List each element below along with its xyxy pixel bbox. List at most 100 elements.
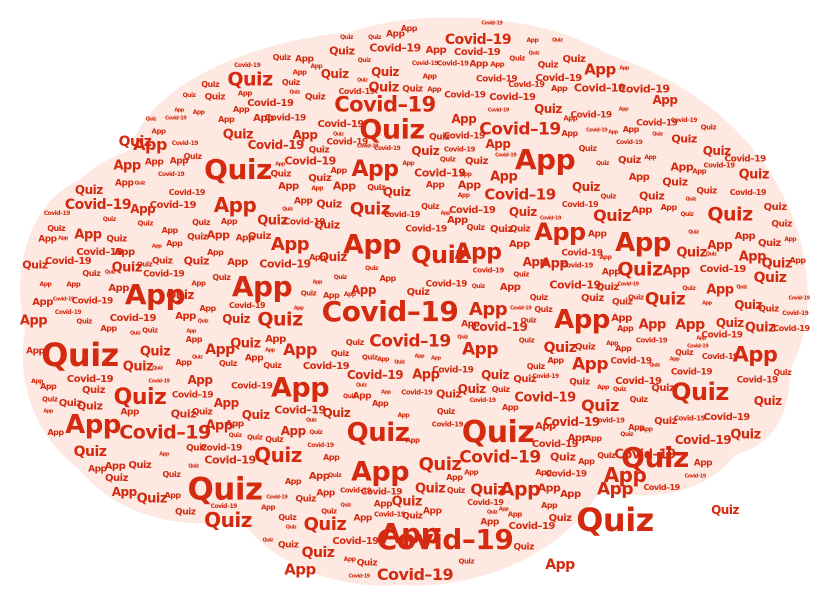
- filler-word: App: [547, 356, 564, 366]
- filler-word: App: [207, 247, 224, 257]
- filler-word: App: [628, 422, 645, 432]
- filler-word: App: [601, 267, 621, 278]
- filler-word: Covid–19: [573, 81, 626, 95]
- filler-word: Covid–19: [782, 310, 809, 318]
- filler-word: Covid–19: [383, 210, 421, 219]
- filler-word: App: [412, 367, 440, 383]
- filler-word: Quiz: [104, 269, 116, 276]
- filler-word: Covid–19: [701, 351, 739, 361]
- filler-word: Quiz: [136, 260, 153, 269]
- filler-word: App: [352, 391, 372, 402]
- filler-word: App: [308, 470, 330, 482]
- filler-word: Covid–19: [510, 305, 532, 312]
- filler-word: Quiz: [309, 429, 323, 437]
- filler-word: Quiz: [520, 316, 537, 325]
- word-covid-19: Covid–19: [369, 41, 421, 55]
- filler-word: Covid–19: [539, 215, 562, 222]
- word-quiz: Quiz: [711, 503, 739, 517]
- filler-word: Quiz: [671, 132, 697, 146]
- filler-word: Covid–19: [76, 247, 123, 259]
- filler-word: Covid–19: [561, 248, 603, 259]
- filler-word: Quiz: [612, 385, 626, 393]
- word-quiz: Quiz: [113, 385, 167, 410]
- filler-word: App: [551, 83, 568, 93]
- filler-word: Quiz: [436, 407, 455, 417]
- word-quiz: Quiz: [73, 444, 107, 460]
- filler-word: Covid–19: [431, 420, 464, 429]
- filler-word: Covid–19: [508, 79, 545, 89]
- filler-word: Covid–19: [247, 97, 294, 109]
- filler-word: App: [265, 347, 275, 354]
- filler-word: App: [353, 513, 373, 524]
- filler-word: Quiz: [571, 180, 600, 195]
- filler-word: Covid–19: [643, 482, 681, 492]
- filler-word: Quiz: [391, 494, 423, 510]
- filler-word: Covid–19: [636, 118, 678, 129]
- filler-word: Covid–19: [736, 375, 779, 386]
- filler-word: Quiz: [106, 234, 127, 245]
- filler-word: App: [386, 29, 405, 40]
- filler-word: Quiz: [685, 196, 697, 203]
- filler-word: App: [330, 165, 348, 175]
- filler-word: App: [261, 503, 276, 512]
- filler-word: App: [560, 489, 581, 501]
- filler-word: App: [151, 243, 162, 250]
- filler-word: App: [205, 418, 233, 434]
- word-app: App: [124, 278, 186, 311]
- filler-word: Quiz: [534, 305, 553, 315]
- filler-word: Quiz: [562, 54, 586, 66]
- filler-word: Quiz: [357, 56, 371, 64]
- filler-word: Covid–19: [405, 224, 447, 235]
- filler-word: Covid–19: [283, 217, 326, 228]
- filler-word: Quiz: [382, 185, 411, 200]
- filler-word: Covid–19: [489, 91, 536, 103]
- filler-word: Quiz: [509, 54, 525, 63]
- filler-word: Quiz: [204, 92, 226, 103]
- filler-word: App: [213, 395, 239, 410]
- word-quiz: Quiz: [41, 336, 119, 374]
- filler-word: Quiz: [218, 359, 237, 369]
- filler-word: Covid–19: [374, 145, 401, 153]
- filler-word: App: [619, 65, 629, 72]
- filler-word: App: [191, 279, 206, 288]
- filler-word: Covid–19: [332, 535, 379, 547]
- filler-word: Quiz: [548, 512, 572, 524]
- filler-word: Quiz: [186, 443, 207, 454]
- filler-word: Quiz: [142, 326, 158, 335]
- filler-word: App: [292, 68, 307, 77]
- filler-word: Quiz: [82, 268, 101, 278]
- filler-word: Covid–19: [561, 200, 599, 210]
- word-quiz: Quiz: [581, 396, 619, 415]
- filler-word: Covid–19: [171, 140, 199, 148]
- filler-word: Covid–19: [610, 356, 652, 367]
- filler-word: Quiz: [175, 507, 196, 518]
- filler-word: Covid–19: [231, 381, 273, 392]
- filler-word: App: [425, 180, 445, 191]
- filler-word: App: [499, 282, 521, 294]
- filler-word: App: [58, 235, 68, 242]
- filler-word: App: [480, 517, 499, 528]
- filler-word: Quiz: [611, 297, 633, 308]
- filler-word: Quiz: [446, 485, 465, 495]
- brain-shape: [20, 17, 808, 586]
- filler-word: Covid–19: [487, 107, 510, 114]
- filler-word: App: [38, 234, 57, 244]
- filler-word: Quiz: [471, 282, 485, 290]
- filler-word: Quiz: [676, 245, 707, 261]
- filler-word: App: [541, 501, 558, 511]
- filler-word: App: [507, 510, 522, 519]
- filler-word: Covid–19: [317, 119, 365, 131]
- filler-word: Quiz: [265, 434, 284, 444]
- filler-word: Covid–19: [532, 372, 560, 380]
- filler-word: Covid–19: [45, 255, 92, 267]
- filler-word: App: [199, 304, 217, 314]
- filler-word: App: [707, 237, 733, 252]
- filler-word: Quiz: [304, 92, 326, 103]
- filler-word: Quiz: [753, 394, 782, 409]
- filler-word: Quiz: [600, 192, 616, 201]
- filler-word: App: [278, 181, 299, 193]
- filler-word: Quiz: [282, 206, 293, 213]
- filler-word: App: [164, 490, 182, 500]
- word-app: App: [468, 299, 508, 320]
- filler-word: Quiz: [649, 362, 660, 369]
